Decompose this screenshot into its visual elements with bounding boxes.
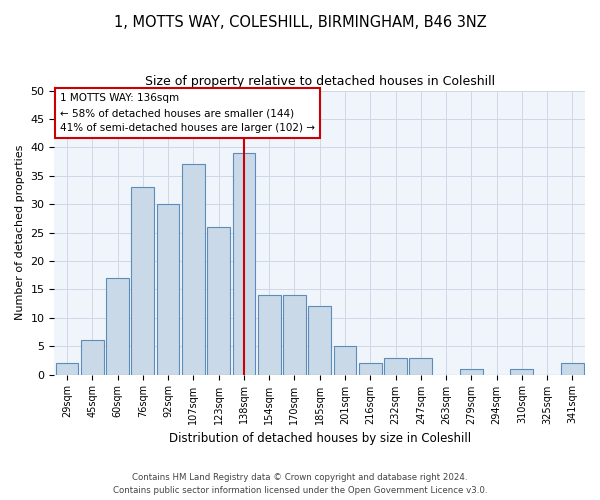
Bar bbox=[308, 306, 331, 374]
Bar bbox=[131, 187, 154, 374]
X-axis label: Distribution of detached houses by size in Coleshill: Distribution of detached houses by size … bbox=[169, 432, 471, 445]
Bar bbox=[511, 369, 533, 374]
Bar bbox=[258, 295, 281, 374]
Text: Contains HM Land Registry data © Crown copyright and database right 2024.
Contai: Contains HM Land Registry data © Crown c… bbox=[113, 474, 487, 495]
Bar bbox=[106, 278, 129, 374]
Bar bbox=[283, 295, 306, 374]
Bar bbox=[359, 363, 382, 374]
Y-axis label: Number of detached properties: Number of detached properties bbox=[15, 145, 25, 320]
Bar bbox=[233, 153, 255, 374]
Bar bbox=[182, 164, 205, 374]
Bar bbox=[460, 369, 482, 374]
Text: 1 MOTTS WAY: 136sqm
← 58% of detached houses are smaller (144)
41% of semi-detac: 1 MOTTS WAY: 136sqm ← 58% of detached ho… bbox=[60, 94, 315, 133]
Bar bbox=[157, 204, 179, 374]
Title: Size of property relative to detached houses in Coleshill: Size of property relative to detached ho… bbox=[145, 75, 495, 88]
Text: 1, MOTTS WAY, COLESHILL, BIRMINGHAM, B46 3NZ: 1, MOTTS WAY, COLESHILL, BIRMINGHAM, B46… bbox=[113, 15, 487, 30]
Bar bbox=[384, 358, 407, 374]
Bar bbox=[334, 346, 356, 374]
Bar bbox=[561, 363, 584, 374]
Bar bbox=[56, 363, 79, 374]
Bar bbox=[81, 340, 104, 374]
Bar bbox=[207, 227, 230, 374]
Bar bbox=[409, 358, 432, 374]
